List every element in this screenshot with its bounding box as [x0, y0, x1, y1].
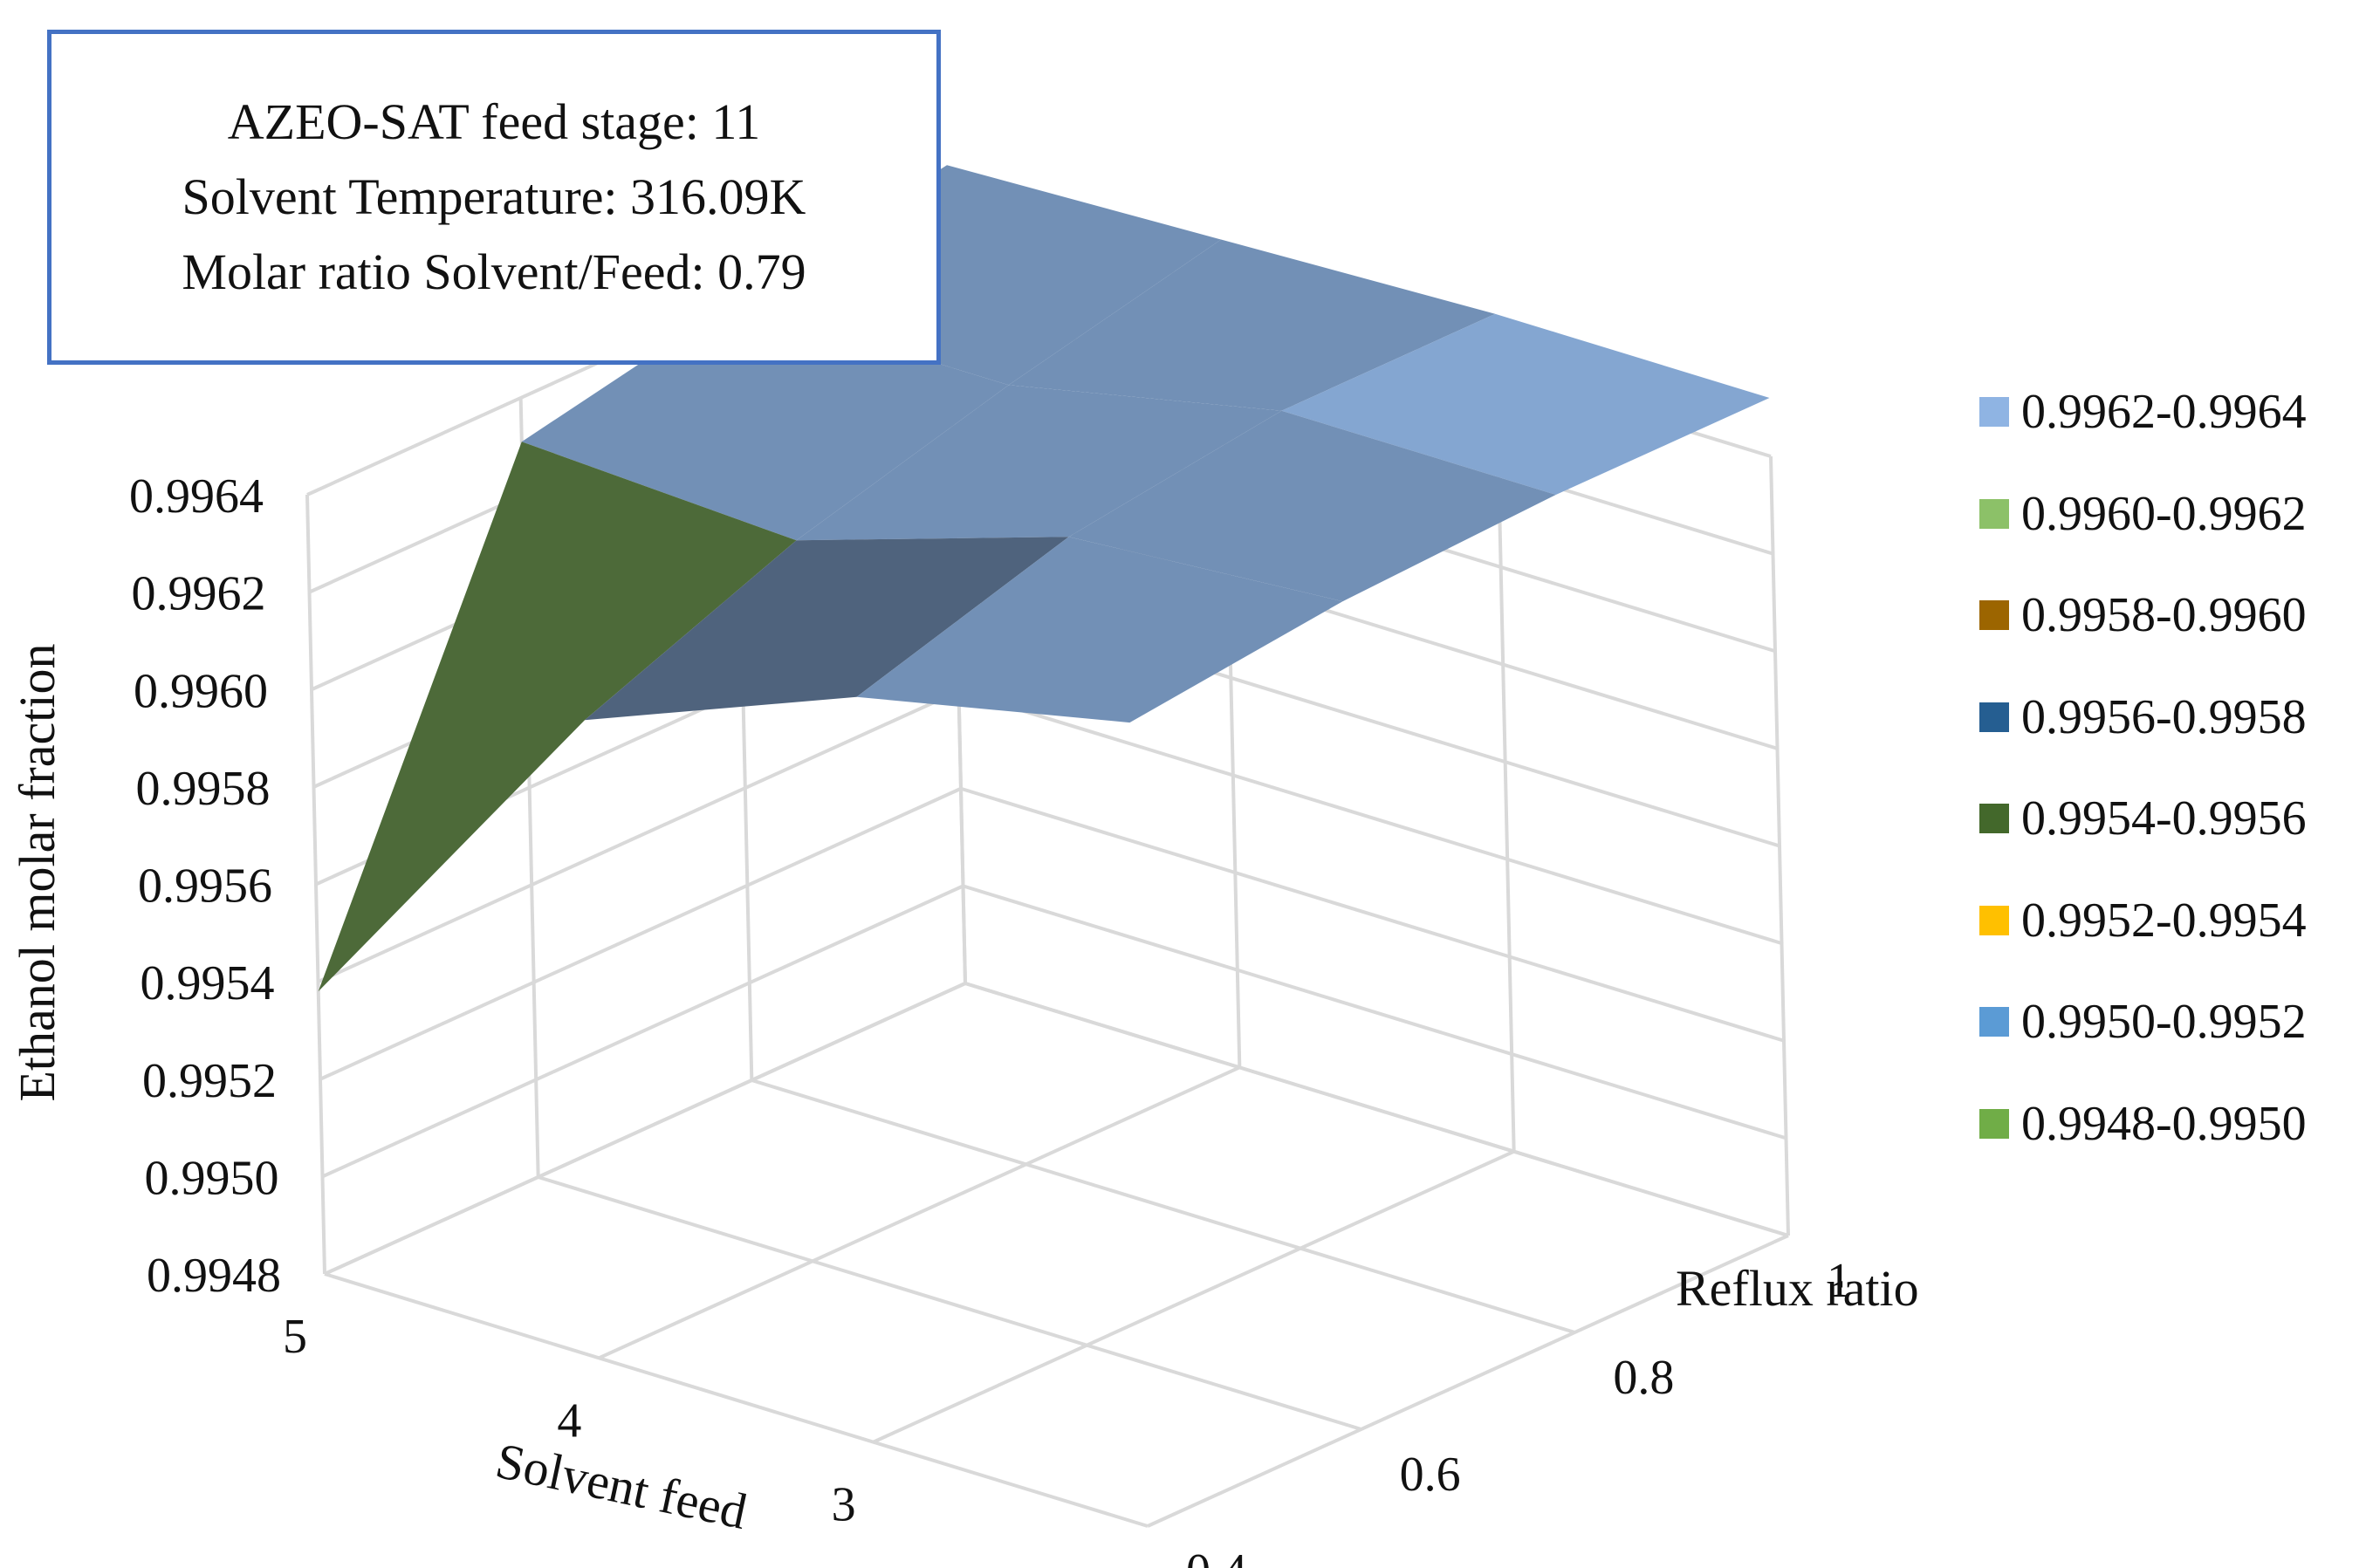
legend-label: 0.9956-0.9958: [2021, 689, 2307, 744]
floor-gridline: [751, 1078, 1575, 1334]
legend-item: 0.9962-0.9964: [1979, 385, 2307, 439]
surface-patch: [796, 385, 1282, 541]
z-tick-label: 0.9948: [147, 1249, 281, 1303]
legend-label: 0.9950-0.9952: [2021, 995, 2307, 1049]
y-tick-label: 0.4: [1186, 1544, 1247, 1568]
left-wall-gridline: [321, 884, 964, 1179]
z-tick-label: 0.9952: [142, 1054, 277, 1108]
legend-item: 0.9960-0.9962: [1979, 486, 2307, 541]
floor-gridline: [1147, 1234, 1789, 1528]
z-tick-label: 0.9956: [138, 859, 272, 914]
left-wall-gridline: [319, 786, 962, 1081]
z-axis-title: Ethanol molar fraction: [9, 643, 65, 1101]
back-wall-gridline: [1769, 455, 1790, 1236]
z-tick-label: 0.9950: [145, 1151, 279, 1205]
legend-label: 0.9960-0.9962: [2021, 486, 2307, 541]
legend-item: 0.9948-0.9950: [1979, 1096, 2307, 1151]
legend-item: 0.9952-0.9954: [1979, 893, 2307, 948]
z-tick-label: 0.9964: [129, 469, 264, 524]
legend-item: 0.9950-0.9952: [1979, 995, 2307, 1049]
legend-swatch: [1979, 1007, 2009, 1037]
surface-patch: [856, 537, 1343, 723]
legend-swatch: [1979, 702, 2009, 732]
y-tick-label: 0.8: [1613, 1351, 1674, 1405]
floor-gridline: [964, 982, 1789, 1237]
x-tick-label: 2: [1106, 1562, 1130, 1568]
floor-gridline: [324, 982, 966, 1276]
surface-patch: [585, 537, 1069, 721]
annotation-box: AZEO-SAT feed stage: 11 Solvent Temperat…: [47, 30, 941, 365]
surface-patch: [1008, 239, 1496, 411]
legend-swatch: [1979, 804, 2009, 833]
annotation-feed-stage: AZEO-SAT feed stage: 11: [227, 93, 761, 150]
left-wall-gridline: [317, 689, 960, 983]
legend-swatch: [1979, 1108, 2009, 1139]
floor-gridline: [598, 1065, 1241, 1360]
x-tick-label: 4: [557, 1393, 581, 1448]
z-tick-label: 0.9960: [134, 664, 268, 718]
annotation-molar-ratio: Molar ratio Solvent/Feed: 0.79: [182, 243, 806, 300]
back-wall-gridline: [957, 689, 1783, 946]
legend-item: 0.9954-0.9956: [1979, 791, 2307, 846]
back-wall-gridline: [962, 884, 1787, 1140]
back-wall-gridline: [960, 786, 1785, 1043]
legend-item: 0.9958-0.9960: [1979, 588, 2307, 642]
z-tick-label: 0.9954: [141, 956, 275, 1010]
floor-gridline: [538, 1175, 1362, 1431]
legend-swatch: [1979, 498, 2009, 529]
legend-swatch: [1979, 397, 2009, 427]
y-tick-label: 1: [1827, 1254, 1851, 1308]
legend-label: 0.9954-0.9956: [2021, 791, 2307, 846]
legend-label: 0.9962-0.9964: [2021, 385, 2307, 439]
chart-tick-labels: 0.9948 0.9950 0.9952 0.9954 0.9956 0.9958 0.99…: [129, 469, 1851, 1568]
x-axis-title: Solvent feed: [491, 1432, 752, 1540]
surface-patch: [318, 442, 797, 992]
floor-gridline: [872, 1149, 1515, 1444]
z-tick-label: 0.9958: [136, 762, 271, 816]
z-tick-label: 0.9962: [132, 567, 266, 621]
legend-item: 0.9956-0.9958: [1979, 689, 2307, 744]
annotation-solvent-temperature: Solvent Temperature: 316.09K: [182, 168, 806, 225]
y-tick-label: 0.6: [1400, 1448, 1461, 1502]
legend-label: 0.9948-0.9950: [2021, 1096, 2307, 1151]
left-wall-gridline: [305, 494, 326, 1275]
legend-swatch: [1979, 905, 2009, 935]
x-tick-label: 3: [832, 1478, 856, 1532]
legend-label: 0.9958-0.9960: [2021, 588, 2307, 642]
x-tick-label: 5: [283, 1310, 307, 1364]
surface-patch: [1281, 313, 1770, 495]
floor-gridline: [324, 1272, 1149, 1528]
surface-patch: [1068, 410, 1556, 602]
y-axis-title: Reflux ratio: [1676, 1260, 1919, 1317]
legend-label: 0.9952-0.9954: [2021, 893, 2307, 948]
legend-swatch: [1979, 600, 2009, 630]
